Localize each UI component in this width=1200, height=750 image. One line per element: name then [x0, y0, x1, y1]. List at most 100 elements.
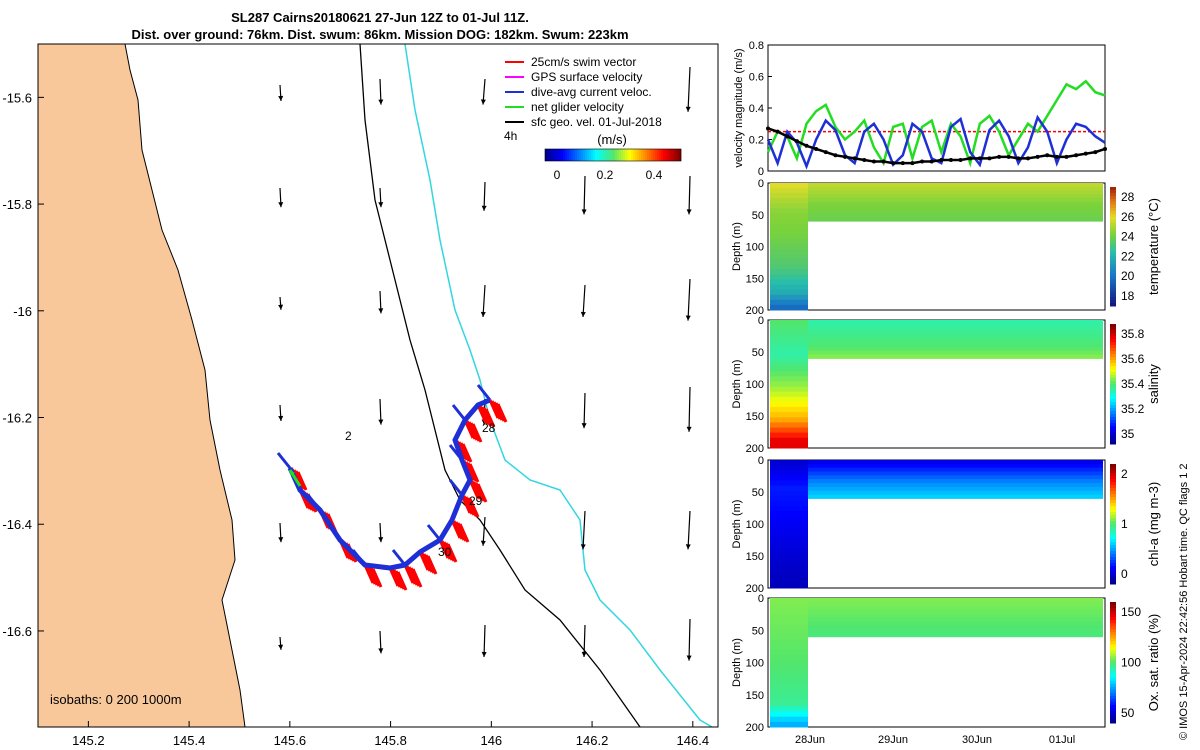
section-cell: [770, 521, 808, 528]
velocity-series-point: [814, 146, 819, 151]
section-cell: [808, 183, 1103, 188]
section-data: [770, 598, 1103, 728]
section-cell: [808, 343, 1103, 348]
section-y-tick-label: 150: [746, 551, 764, 563]
section-colorbar-cell: [1110, 357, 1116, 361]
section-cell: [770, 706, 808, 713]
speed-colorbar-cell: [637, 149, 640, 161]
section-colorbar-cell: [1110, 198, 1116, 203]
section-colorbar-cell: [1110, 623, 1116, 627]
section-colorbar-cell: [1110, 396, 1116, 400]
section-colorbar-cell: [1110, 408, 1116, 412]
speed-colorbar-title: (m/s): [597, 132, 627, 147]
net-glider-velocity-arrow-head: [290, 470, 295, 476]
section-y-tick-label: 200: [746, 305, 764, 317]
swim-vector: [458, 523, 470, 543]
sfc-vel-arrow-head: [580, 311, 586, 317]
section-cell: [770, 716, 808, 723]
velocity-series-point: [1016, 156, 1021, 161]
velocity-y-tick-label: 0: [758, 166, 764, 178]
section-colorbar-cell: [1110, 704, 1116, 709]
section-colorbar-cell: [1110, 267, 1116, 271]
section-colorbar-cell: [1110, 617, 1116, 621]
section-cell: [770, 649, 808, 656]
isobaths-label: isobaths: 0 200 1000m: [50, 692, 182, 707]
velocity-series-point: [766, 126, 770, 131]
section-colorbar-cell: [1110, 354, 1116, 358]
section-cell: [770, 304, 808, 311]
section-cell: [770, 465, 808, 471]
section-colorbar-cell: [1110, 683, 1116, 688]
swim-vector: [476, 483, 488, 503]
speed-colorbar-cell: [631, 149, 634, 161]
section-colorbar-cell: [1110, 207, 1116, 212]
speed-colorbar-cell: [659, 149, 662, 161]
section-colorbar-cell: [1110, 638, 1116, 642]
section-cell: [770, 628, 808, 635]
section-colorbar-cell: [1110, 411, 1116, 415]
sfc-vel-arrow-shaft: [582, 284, 586, 318]
velocity-series-point: [939, 157, 944, 162]
sfc-vel-arrow: [278, 522, 284, 543]
velocity-series-point: [833, 153, 838, 158]
section-cell: [770, 208, 808, 214]
sfc-vel-arrow: [685, 66, 691, 112]
section-cell: [770, 427, 808, 434]
section-colorbar-cell: [1110, 438, 1116, 442]
section-colorbar-cell: [1110, 488, 1116, 492]
speed-colorbar-cell: [667, 149, 670, 161]
section-colorbar-cell: [1110, 234, 1116, 239]
section-cell: [770, 254, 808, 260]
sfc-vel-arrow-head: [581, 423, 587, 429]
speed-colorbar-tick: 0: [554, 168, 561, 182]
section-colorbar-cell: [1110, 473, 1116, 477]
section-colorbar-cell: [1110, 581, 1116, 585]
section-colorbar-cell: [1110, 360, 1116, 364]
speed-colorbar-cell: [607, 149, 610, 161]
section-colorbar-cell: [1110, 626, 1116, 630]
section-cell: [770, 391, 808, 398]
section-cell: [770, 644, 808, 651]
speed-colorbar-cell: [589, 149, 592, 161]
velocity-series-point: [852, 156, 857, 161]
section-cell: [770, 490, 808, 497]
section-colorbar-cell: [1110, 339, 1116, 343]
sfc-vel-arrow: [686, 386, 692, 432]
section-colorbar-cell: [1110, 497, 1116, 501]
section-cell: [770, 562, 808, 569]
section-colorbar-cell: [1110, 707, 1116, 712]
velocity-series-point: [785, 134, 790, 139]
section-cell: [770, 516, 808, 522]
velocity-series-point: [948, 157, 953, 162]
map-frame: [37, 43, 719, 728]
speed-colorbar-cell: [551, 149, 554, 161]
section-y-tick-label: 0: [758, 593, 764, 605]
section-colorbar-cell: [1110, 270, 1116, 274]
speed-colorbar-cell: [639, 149, 642, 161]
legend-label: 25cm/s swim vector: [531, 55, 636, 69]
section-colorbar-cell: [1110, 276, 1116, 280]
speed-colorbar-cell: [625, 149, 628, 161]
section-y-tick-label: 50: [752, 347, 764, 359]
velocity-series-point: [881, 159, 886, 164]
section-y-tick-label: 50: [752, 625, 764, 637]
speed-colorbar-cell: [605, 149, 608, 161]
speed-colorbar-cell: [619, 149, 622, 161]
section-cell: [770, 442, 808, 449]
sfc-vel-arrow: [278, 187, 284, 208]
sfc-vel-arrow: [480, 284, 486, 318]
section-cell: [808, 460, 1103, 465]
section-colorbar-cell: [1110, 509, 1116, 513]
speed-colorbar-cell: [655, 149, 658, 161]
legend-label: dive-avg current veloc.: [531, 85, 652, 99]
speed-colorbar-cell: [591, 149, 594, 161]
speed-colorbar-cell: [573, 149, 576, 161]
sfc-vel-arrow: [581, 624, 587, 658]
section-colorbar-cell: [1110, 503, 1116, 507]
sfc-vel-arrow-head: [278, 95, 284, 101]
section-colorbar-cell: [1110, 476, 1116, 480]
sfc-vel-arrow-head: [480, 311, 486, 317]
section-cell: [770, 264, 808, 270]
section-y-tick-label: 150: [746, 273, 764, 285]
speed-colorbar-cell: [581, 149, 584, 161]
